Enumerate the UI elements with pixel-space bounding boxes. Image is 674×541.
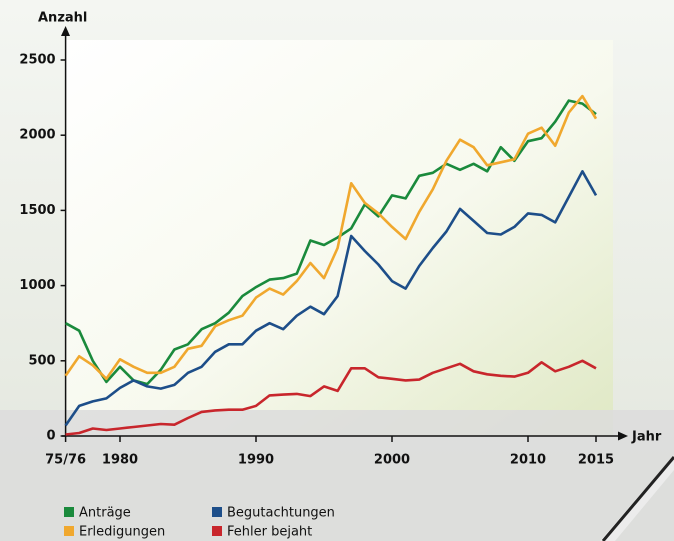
y-tick-label: 2500 <box>19 53 55 68</box>
legend-swatch <box>64 507 74 517</box>
legend-swatch <box>64 526 74 536</box>
legend-swatch <box>212 507 222 517</box>
y-tick-label: 0 <box>47 429 56 444</box>
y-axis-arrow <box>61 26 70 36</box>
series-line <box>64 170 598 427</box>
x-tick-label: 2010 <box>510 453 546 468</box>
y-tick-label: 1500 <box>19 203 55 218</box>
legend-swatch <box>212 526 222 536</box>
page-curl-edge <box>601 456 674 541</box>
x-tick-label: 1990 <box>238 453 274 468</box>
y-tick-label: 1000 <box>19 278 55 293</box>
x-tick-label: 2000 <box>374 453 410 468</box>
y-tick-label: 2000 <box>19 128 55 143</box>
legend-label: Erledigungen <box>79 525 165 540</box>
x-tick-label: 75/76 <box>45 453 86 468</box>
x-tick-label: 2015 <box>578 453 614 468</box>
legend-label: Anträge <box>79 506 131 521</box>
x-tick-label: 1980 <box>102 453 138 468</box>
series-line <box>65 359 597 436</box>
legend-label: Fehler bejaht <box>227 525 312 540</box>
legend-label: Begutachtungen <box>227 506 335 521</box>
x-axis-arrow <box>618 431 628 441</box>
series-line <box>64 99 597 386</box>
x-axis-label: Jahr <box>631 430 662 445</box>
lower-band <box>0 410 674 541</box>
page-curl <box>600 455 674 541</box>
y-axis-label: Anzahl <box>38 11 87 26</box>
series-line <box>64 94 598 381</box>
y-tick-label: 500 <box>28 353 55 368</box>
